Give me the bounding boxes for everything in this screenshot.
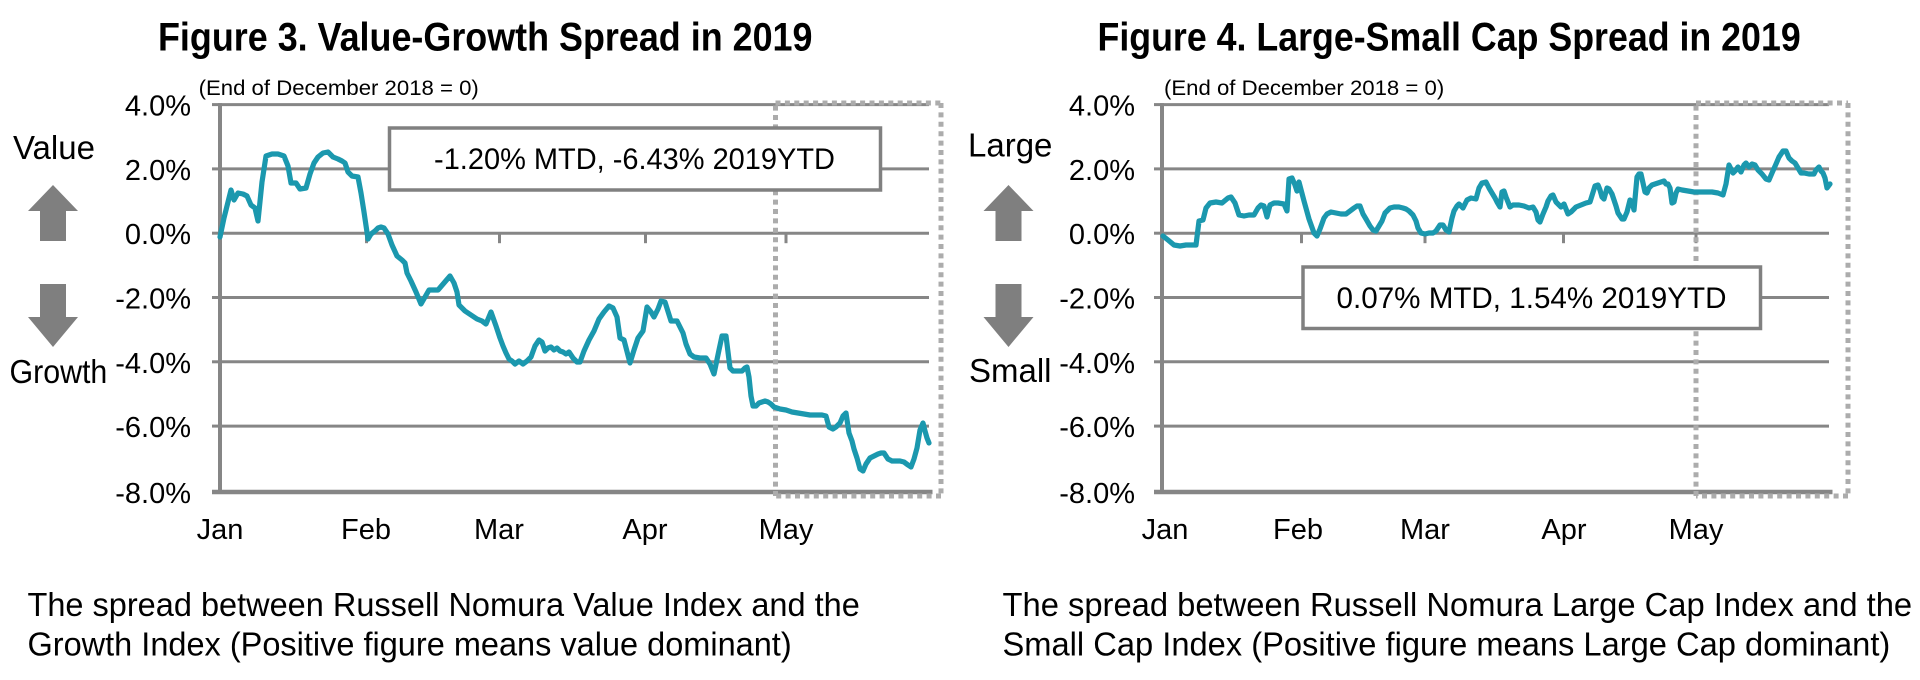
svg-text:-6.0%: -6.0%: [115, 412, 191, 444]
svg-text:-1.20% MTD, -6.43% 2019YTD: -1.20% MTD, -6.43% 2019YTD: [434, 143, 835, 177]
svg-text:0.0%: 0.0%: [125, 219, 191, 251]
svg-text:Feb: Feb: [341, 514, 391, 546]
svg-text:Large: Large: [968, 127, 1052, 164]
svg-text:Apr: Apr: [622, 514, 667, 546]
svg-text:The spread between Russell Nom: The spread between Russell Nomura Large …: [1003, 586, 1913, 623]
svg-text:-4.0%: -4.0%: [1059, 348, 1135, 380]
svg-text:(End of December 2018 = 0): (End of December 2018 = 0): [1164, 75, 1444, 99]
svg-text:The spread between Russell Nom: The spread between Russell Nomura Value …: [28, 586, 860, 623]
svg-text:Jan: Jan: [197, 514, 244, 546]
svg-text:-4.0%: -4.0%: [115, 348, 191, 380]
svg-text:-2.0%: -2.0%: [1059, 284, 1135, 316]
svg-text:Feb: Feb: [1273, 514, 1323, 546]
svg-text:Growth Index (Positive figure: Growth Index (Positive figure means valu…: [28, 625, 792, 662]
svg-text:Figure 4. Large-Small Cap Spre: Figure 4. Large-Small Cap Spread in 2019: [1098, 16, 1801, 60]
svg-text:May: May: [1669, 514, 1724, 546]
svg-text:4.0%: 4.0%: [125, 91, 191, 123]
svg-text:Growth: Growth: [10, 353, 108, 390]
svg-text:2.0%: 2.0%: [125, 155, 191, 187]
svg-text:May: May: [759, 514, 814, 546]
svg-text:Jan: Jan: [1142, 514, 1189, 546]
svg-text:Mar: Mar: [474, 514, 524, 546]
svg-text:4.0%: 4.0%: [1069, 91, 1135, 123]
svg-text:Small Cap Index (Positive figu: Small Cap Index (Positive figure means L…: [1003, 625, 1891, 662]
svg-text:-2.0%: -2.0%: [115, 284, 191, 316]
svg-text:Value: Value: [13, 129, 95, 166]
svg-text:Figure 3. Value-Growth Spread: Figure 3. Value-Growth Spread in 2019: [158, 16, 812, 60]
svg-text:2.0%: 2.0%: [1069, 155, 1135, 187]
svg-text:0.0%: 0.0%: [1069, 219, 1135, 251]
svg-text:-6.0%: -6.0%: [1059, 412, 1135, 444]
svg-text:0.07% MTD, 1.54% 2019YTD: 0.07% MTD, 1.54% 2019YTD: [1337, 282, 1727, 315]
svg-text:-8.0%: -8.0%: [1059, 478, 1135, 510]
svg-text:-8.0%: -8.0%: [115, 478, 191, 510]
svg-text:Mar: Mar: [1400, 514, 1450, 546]
svg-text:Small: Small: [969, 352, 1052, 389]
svg-text:(End of December 2018 = 0): (End of December 2018 = 0): [199, 75, 479, 99]
svg-text:Apr: Apr: [1541, 514, 1586, 546]
